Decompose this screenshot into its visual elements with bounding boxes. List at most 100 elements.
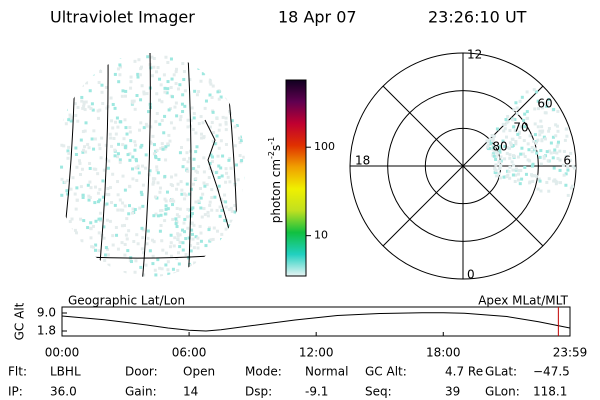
pixel bbox=[176, 232, 180, 236]
pixel bbox=[156, 66, 160, 70]
pixel bbox=[155, 70, 159, 74]
pixel bbox=[188, 156, 192, 160]
pixel bbox=[516, 155, 520, 159]
pixel bbox=[199, 206, 203, 210]
aurora bbox=[38, 162, 42, 166]
aurora bbox=[38, 169, 42, 173]
pixel bbox=[240, 135, 244, 139]
pixel bbox=[118, 55, 122, 59]
pixel bbox=[220, 208, 224, 212]
pixel bbox=[122, 137, 126, 141]
pixel bbox=[566, 193, 570, 197]
pixel bbox=[558, 158, 562, 162]
pixel bbox=[189, 118, 193, 122]
pixel bbox=[79, 217, 83, 221]
pixel bbox=[60, 262, 64, 266]
pixel bbox=[190, 212, 194, 216]
pixel bbox=[113, 106, 117, 110]
pixel bbox=[203, 184, 207, 188]
pixel bbox=[229, 219, 233, 223]
pixel bbox=[140, 226, 144, 230]
pixel bbox=[162, 73, 166, 77]
pixel bbox=[203, 60, 207, 64]
pixel bbox=[222, 249, 226, 253]
pixel bbox=[211, 237, 215, 241]
pixel bbox=[520, 146, 524, 150]
pixel bbox=[179, 115, 183, 119]
pixel bbox=[215, 80, 219, 84]
pixel bbox=[223, 193, 227, 197]
pixel bbox=[82, 100, 86, 104]
status-label: Gain: bbox=[125, 385, 157, 399]
pixel bbox=[128, 130, 132, 134]
pixel bbox=[131, 207, 135, 211]
pixel bbox=[158, 190, 162, 194]
pixel bbox=[244, 63, 245, 67]
pixel bbox=[175, 257, 179, 261]
pixel bbox=[533, 122, 537, 126]
pixel bbox=[189, 249, 193, 253]
pixel bbox=[195, 145, 199, 149]
pixel bbox=[219, 197, 223, 201]
pixel bbox=[165, 190, 169, 194]
pixel bbox=[180, 192, 184, 196]
pixel bbox=[534, 174, 538, 178]
pixel bbox=[198, 224, 202, 228]
aurora bbox=[32, 207, 36, 211]
pixel bbox=[528, 134, 532, 138]
pixel bbox=[178, 207, 182, 211]
pixel bbox=[545, 180, 549, 184]
pixel bbox=[176, 237, 180, 241]
pixel bbox=[182, 221, 186, 225]
pixel bbox=[505, 175, 509, 179]
pixel bbox=[241, 80, 245, 84]
pixel bbox=[202, 156, 206, 160]
pixel bbox=[129, 139, 133, 143]
pixel bbox=[64, 122, 68, 126]
pixel bbox=[236, 77, 240, 81]
pixel bbox=[101, 102, 105, 106]
status-bar: Flt: LBHL Door: Open Mode: Normal GC Alt: 4.7 R… bbox=[8, 365, 570, 399]
pixel bbox=[212, 131, 216, 135]
pixel bbox=[154, 149, 158, 153]
pixel bbox=[486, 140, 490, 144]
pixel bbox=[547, 97, 551, 101]
pixel bbox=[75, 263, 79, 267]
pixel bbox=[225, 171, 229, 175]
pixel bbox=[123, 204, 127, 208]
pixel bbox=[218, 205, 222, 209]
pixel bbox=[171, 203, 175, 207]
pixel bbox=[216, 263, 220, 267]
pixel bbox=[158, 122, 162, 126]
pixel bbox=[533, 107, 537, 111]
pixel bbox=[180, 102, 184, 106]
pixel bbox=[234, 245, 238, 249]
label-part: s bbox=[269, 145, 283, 151]
pixel bbox=[528, 159, 532, 163]
pixel bbox=[197, 122, 201, 126]
pixel bbox=[133, 270, 137, 274]
pixel bbox=[85, 81, 89, 85]
pixel bbox=[94, 63, 98, 67]
pixel bbox=[157, 98, 161, 102]
pixel bbox=[220, 259, 224, 263]
pixel bbox=[118, 63, 122, 67]
pixel bbox=[67, 276, 71, 277]
pixel bbox=[522, 152, 526, 156]
pixel bbox=[186, 160, 190, 164]
pixel bbox=[88, 180, 92, 184]
pixel bbox=[68, 227, 72, 231]
pixel bbox=[545, 104, 549, 108]
pixel bbox=[568, 158, 572, 162]
pixel bbox=[237, 60, 241, 64]
pixel bbox=[96, 191, 100, 195]
pixel bbox=[511, 168, 515, 172]
pixel bbox=[513, 129, 517, 133]
pixel bbox=[178, 83, 182, 87]
pixel bbox=[224, 167, 228, 171]
pixel bbox=[228, 180, 232, 184]
pixel bbox=[178, 245, 182, 249]
pixel bbox=[228, 60, 232, 64]
pixel bbox=[230, 209, 234, 213]
pixel bbox=[170, 95, 174, 99]
